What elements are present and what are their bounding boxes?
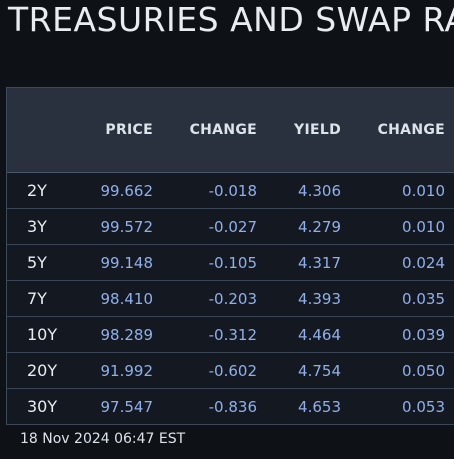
yield-cell: 4.653 bbox=[298, 397, 341, 416]
yield-change-cell: 0.050 bbox=[402, 361, 445, 380]
price-change-cell: -0.312 bbox=[208, 325, 257, 344]
tenor-cell: 10Y bbox=[27, 325, 58, 344]
table-row: 2Y 99.662 -0.018 4.306 0.010 bbox=[7, 173, 454, 209]
price-change-cell: -0.018 bbox=[208, 181, 257, 200]
treasuries-table: PRICE CHANGE YIELD CHANGE 2Y 99.662 -0.0… bbox=[6, 87, 454, 425]
tenor-cell: 30Y bbox=[27, 397, 58, 416]
price-cell: 91.992 bbox=[100, 361, 154, 380]
tenor-cell: 3Y bbox=[27, 217, 47, 236]
yield-cell: 4.393 bbox=[298, 289, 341, 308]
tenor-cell: 20Y bbox=[27, 361, 58, 380]
yield-cell: 4.279 bbox=[298, 217, 341, 236]
tenor-cell: 7Y bbox=[27, 289, 47, 308]
tenor-cell: 5Y bbox=[27, 253, 47, 272]
yield-change-cell: 0.053 bbox=[402, 397, 445, 416]
price-cell: 99.662 bbox=[100, 181, 154, 200]
yield-change-cell: 0.010 bbox=[402, 181, 445, 200]
table-row: 20Y 91.992 -0.602 4.754 0.050 bbox=[7, 353, 454, 389]
table-header: PRICE CHANGE YIELD CHANGE bbox=[7, 88, 454, 173]
price-change-cell: -0.836 bbox=[208, 397, 257, 416]
header-price-change: CHANGE bbox=[189, 122, 257, 138]
yield-change-cell: 0.035 bbox=[402, 289, 445, 308]
table-row: 10Y 98.289 -0.312 4.464 0.039 bbox=[7, 317, 454, 353]
yield-cell: 4.317 bbox=[298, 253, 341, 272]
price-change-cell: -0.105 bbox=[208, 253, 257, 272]
yield-cell: 4.464 bbox=[298, 325, 341, 344]
yield-change-cell: 0.039 bbox=[402, 325, 445, 344]
header-yield-change: CHANGE bbox=[377, 122, 445, 138]
table-row: 3Y 99.572 -0.027 4.279 0.010 bbox=[7, 209, 454, 245]
table-row: 7Y 98.410 -0.203 4.393 0.035 bbox=[7, 281, 454, 317]
price-cell: 97.547 bbox=[100, 397, 154, 416]
yield-change-cell: 0.024 bbox=[402, 253, 445, 272]
header-price: PRICE bbox=[105, 122, 153, 138]
price-cell: 98.289 bbox=[100, 325, 154, 344]
price-change-cell: -0.602 bbox=[208, 361, 257, 380]
timestamp: 18 Nov 2024 06:47 EST bbox=[20, 431, 186, 447]
price-cell: 99.572 bbox=[100, 217, 154, 236]
price-change-cell: -0.027 bbox=[208, 217, 257, 236]
price-change-cell: -0.203 bbox=[208, 289, 257, 308]
table-row: 30Y 97.547 -0.836 4.653 0.053 bbox=[7, 389, 454, 425]
yield-change-cell: 0.010 bbox=[402, 217, 445, 236]
price-cell: 99.148 bbox=[100, 253, 154, 272]
yield-cell: 4.306 bbox=[298, 181, 341, 200]
price-cell: 98.410 bbox=[100, 289, 154, 308]
table-row: 5Y 99.148 -0.105 4.317 0.024 bbox=[7, 245, 454, 281]
yield-cell: 4.754 bbox=[298, 361, 341, 380]
page-title: TREASURIES AND SWAP RA bbox=[8, 0, 454, 39]
tenor-cell: 2Y bbox=[27, 181, 47, 200]
header-yield: YIELD bbox=[294, 122, 341, 138]
